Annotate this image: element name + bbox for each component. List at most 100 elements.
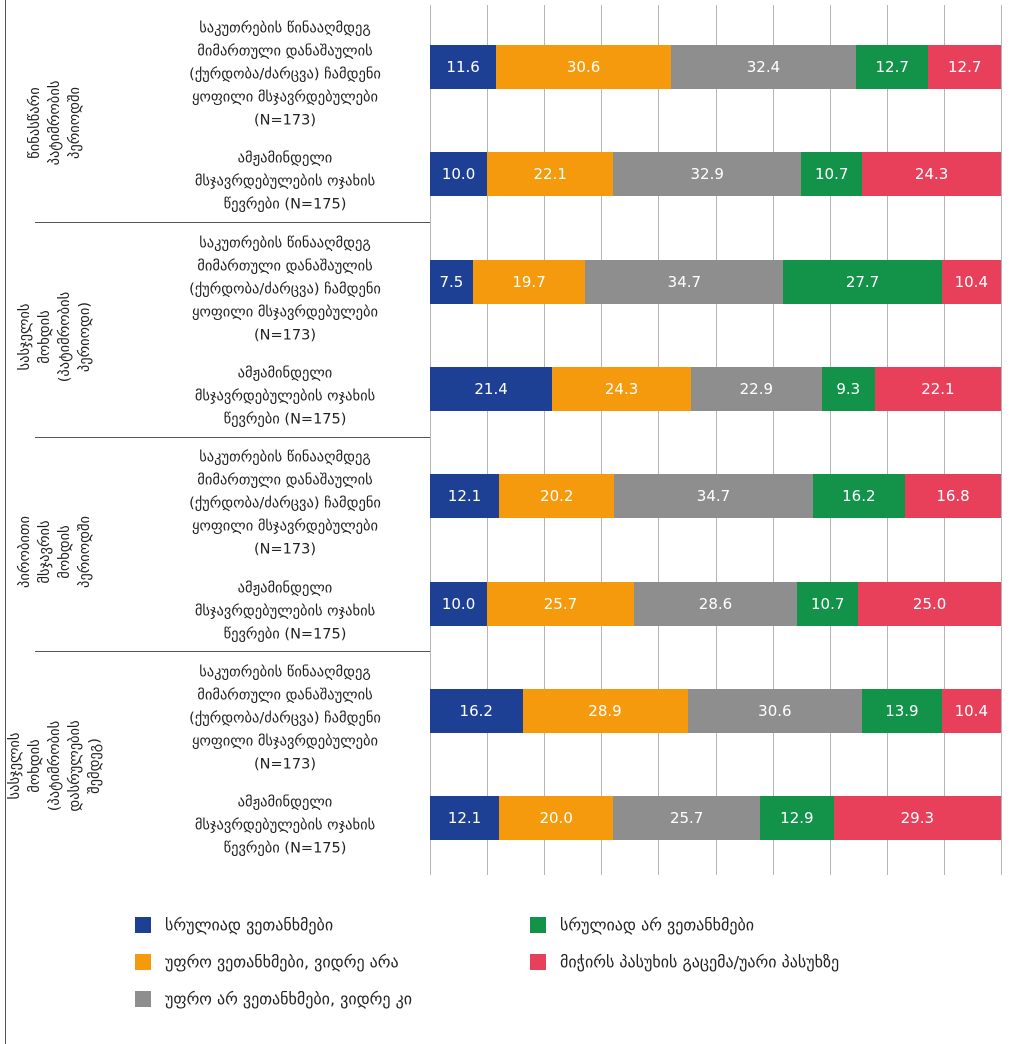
- category-label: საკუთრების წინააღმდეგ მიმართული დანაშაულ…: [189, 664, 381, 773]
- bar-segment: 28.9: [522, 688, 688, 733]
- category-label: საკუთრების წინააღმდეგ მიმართული დანაშაულ…: [189, 235, 381, 344]
- bar-segment: 24.3: [862, 152, 1001, 197]
- bar-segment: 12.1: [430, 474, 500, 519]
- value-label: 12.9: [780, 809, 814, 828]
- bar-segment: 12.9: [760, 796, 834, 841]
- value-label: 22.1: [921, 379, 955, 398]
- value-label: 24.3: [604, 379, 639, 398]
- category-label: ამჟამინდელი მსჯავრდებულების ოჯახის წევრე…: [194, 150, 376, 213]
- category-label: საკუთრების წინააღმდეგ მიმართული დანაშაულ…: [189, 449, 381, 558]
- bar-segment: 12.1: [430, 796, 500, 841]
- bar-segment: 10.4: [941, 688, 1001, 733]
- bar-segment: 25.0: [858, 581, 1001, 626]
- value-label: 7.5: [439, 272, 464, 291]
- value-label: 29.3: [900, 809, 935, 828]
- value-label: 13.9: [885, 701, 919, 720]
- group-label: სასჯელის მოხდის (პატიმრობის დასრულების შ…: [7, 720, 103, 813]
- value-label: 25.7: [669, 809, 704, 828]
- group-separator: [35, 651, 430, 653]
- value-label: 22.9: [739, 379, 774, 398]
- value-label: 9.3: [836, 379, 861, 398]
- bar-segment: 22.1: [487, 152, 614, 197]
- bar-segment: 22.1: [874, 366, 1001, 411]
- value-label: 16.2: [459, 701, 493, 720]
- grid-line: [1001, 5, 1002, 875]
- legend-label: უფრო ვეთანხმები, ვიდრე არა: [165, 952, 399, 972]
- value-label: 22.1: [533, 165, 567, 184]
- value-label: 16.8: [936, 487, 970, 506]
- value-label: 10.4: [954, 272, 988, 291]
- group-label: წინასწარი პატიმრობის პერიოდში: [27, 80, 83, 166]
- value-label: 30.6: [758, 701, 792, 720]
- legend-label: სრულიად არ ვეთანხმები: [560, 915, 755, 935]
- grid-line: [772, 5, 774, 875]
- value-label: 28.9: [588, 701, 622, 720]
- category-label: ამჟამინდელი მსჯავრდებულების ოჯახის წევრე…: [194, 365, 376, 428]
- bar-segment: 20.0: [499, 796, 614, 841]
- group-label: სასჯელის მოხდის (პატიმრობის პერიოდი): [17, 292, 93, 383]
- bar-segment: 10.0: [430, 152, 488, 197]
- bar-segment: 28.6: [633, 581, 798, 626]
- bar-segment: 20.2: [499, 474, 615, 519]
- value-label: 10.4: [954, 701, 988, 720]
- value-label: 19.7: [512, 272, 546, 291]
- bar-segment: 25.7: [613, 796, 761, 841]
- bar-segment: 10.7: [801, 152, 863, 197]
- grid-line: [829, 5, 831, 875]
- value-label: 16.2: [842, 487, 876, 506]
- bar-segment: 27.7: [783, 259, 942, 304]
- bar-segment: 29.3: [833, 796, 1001, 841]
- category-label: ამჟამინდელი მსჯავრდებულების ოჯახის წევრე…: [194, 580, 376, 642]
- bar-segment: 9.3: [821, 366, 875, 411]
- value-label: 11.6: [446, 58, 480, 76]
- value-label: 34.7: [696, 487, 731, 506]
- bar-segment: 21.4: [430, 366, 553, 411]
- value-label: 12.1: [447, 809, 482, 828]
- bar-segment: 34.7: [585, 259, 784, 304]
- bar-segment: 13.9: [862, 688, 942, 733]
- value-label: 20.2: [540, 487, 574, 506]
- bar-segment: 12.7: [928, 45, 1001, 89]
- grid-line: [430, 5, 431, 875]
- bar-segment: 25.7: [487, 581, 634, 626]
- grid-line: [886, 5, 888, 875]
- bar-segment: 16.8: [905, 474, 1001, 519]
- grid-line: [658, 5, 660, 875]
- value-label: 10.0: [441, 165, 476, 184]
- value-label: 34.7: [667, 272, 702, 291]
- category-label: ამჟამინდელი მსჯავრდებულების ოჯახის წევრე…: [194, 794, 376, 857]
- legend-swatch: [530, 917, 546, 933]
- bar-segment: 16.2: [430, 688, 523, 733]
- value-label: 12.7: [875, 58, 909, 76]
- legend-label: უფრო არ ვეთანხმები, ვიდრე კი: [165, 989, 413, 1009]
- value-label: 25.0: [912, 594, 947, 613]
- bar-segment: 30.6: [496, 45, 671, 89]
- bar-segment: 34.7: [614, 474, 813, 519]
- grid-line: [544, 5, 546, 875]
- grid-line: [601, 5, 603, 875]
- bar-segment: 19.7: [472, 259, 586, 304]
- grid-line: [715, 5, 717, 875]
- legend-swatch: [135, 954, 151, 970]
- bar-segment: 11.6: [430, 45, 497, 89]
- value-label: 12.7: [948, 58, 982, 76]
- group-label: პირობითი მსჯავრის მოხდის პერიოდში: [17, 515, 93, 588]
- value-label: 10.0: [441, 594, 476, 613]
- bar-segment: 32.9: [613, 152, 802, 197]
- bar-segment: 12.7: [855, 45, 929, 89]
- value-label: 12.1: [447, 487, 482, 506]
- bar-segment: 22.9: [690, 366, 822, 411]
- bar-segment: 10.4: [941, 259, 1001, 304]
- legend-swatch: [530, 954, 546, 970]
- legend-swatch: [135, 917, 151, 933]
- bar-segment: 30.6: [687, 688, 863, 733]
- grid-line: [487, 5, 489, 875]
- value-label: 25.7: [543, 594, 578, 613]
- value-label: 10.7: [814, 165, 849, 184]
- legend-swatch: [135, 991, 151, 1007]
- left-border: [5, 0, 6, 1044]
- category-label: საკუთრების წინააღმდეგ მიმართული დანაშაულ…: [189, 20, 381, 129]
- legend-label: მიჭირს პასუხის გაცემა/უარი პასუხზე: [560, 952, 840, 972]
- value-label: 27.7: [845, 272, 880, 291]
